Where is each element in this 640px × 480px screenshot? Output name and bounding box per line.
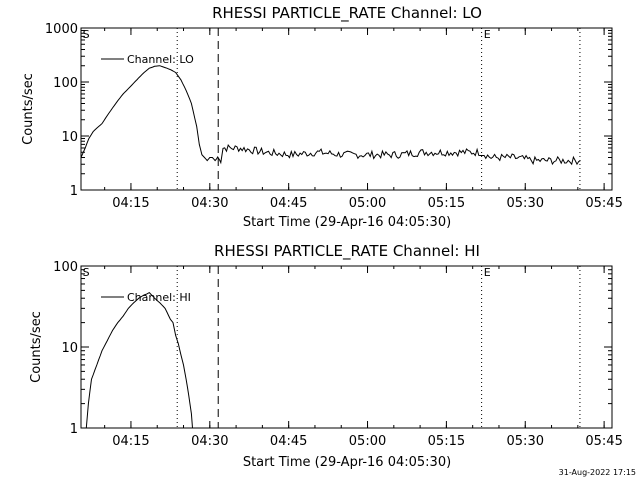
y-tick-label: 1000 <box>45 22 78 37</box>
x-tick-label: 04:15 <box>112 196 149 211</box>
x-tick-label: 04:15 <box>112 434 149 449</box>
y-axis-label: Counts/sec <box>29 311 44 383</box>
y-tick-label: 10 <box>61 130 78 145</box>
y-tick-label: 100 <box>53 76 78 91</box>
x-tick-label: 05:45 <box>585 434 622 449</box>
panel-lo: RHESSI PARTICLE_RATE Channel: LO Counts/… <box>21 4 623 230</box>
marker-e: E <box>484 266 491 279</box>
plot-area-lo: 04:15 04:30 04:45 05:00 05:15 05:30 05:45 1 10 10… <box>45 22 623 211</box>
series-line <box>81 65 581 166</box>
y-tick-label: 1 <box>70 422 78 437</box>
x-axis-label: Start Time (29-Apr-16 04:05:30) <box>243 455 451 470</box>
x-tick-label: 05:15 <box>428 196 465 211</box>
x-tick-label: 05:30 <box>507 196 544 211</box>
x-tick-label: 04:30 <box>191 196 228 211</box>
x-tick-label: 04:30 <box>191 434 228 449</box>
plot-area-hi: 04:15 04:30 04:45 05:00 05:15 05:30 05:45 1 10 10… <box>53 260 623 449</box>
chart-title: RHESSI PARTICLE_RATE Channel: HI <box>214 242 480 261</box>
footer-timestamp: 31-Aug-2022 17:15 <box>559 468 636 477</box>
plot-frame <box>80 27 613 191</box>
panel-hi: RHESSI PARTICLE_RATE Channel: HI Counts/… <box>29 242 623 470</box>
chart-title: RHESSI PARTICLE_RATE Channel: LO <box>212 4 482 23</box>
x-tick-label: 05:00 <box>349 196 386 211</box>
x-tick-label: 05:15 <box>428 434 465 449</box>
x-tick-label: 05:45 <box>585 196 622 211</box>
marker-s: S <box>83 266 90 279</box>
legend-label: Channel: LO <box>127 53 194 66</box>
y-tick-label: 1 <box>70 184 78 199</box>
x-tick-label: 05:30 <box>507 434 544 449</box>
x-tick-label: 04:45 <box>270 196 307 211</box>
x-tick-label: 05:00 <box>349 434 386 449</box>
y-axis-label: Counts/sec <box>21 73 36 145</box>
marker-s: S <box>83 28 90 41</box>
legend-label: Channel: HI <box>127 291 191 304</box>
x-axis-label: Start Time (29-Apr-16 04:05:30) <box>243 215 451 230</box>
series-line <box>85 291 193 428</box>
y-tick-label: 10 <box>61 341 78 356</box>
x-tick-label: 04:45 <box>270 434 307 449</box>
marker-e: E <box>484 28 491 41</box>
y-tick-label: 100 <box>53 260 78 275</box>
